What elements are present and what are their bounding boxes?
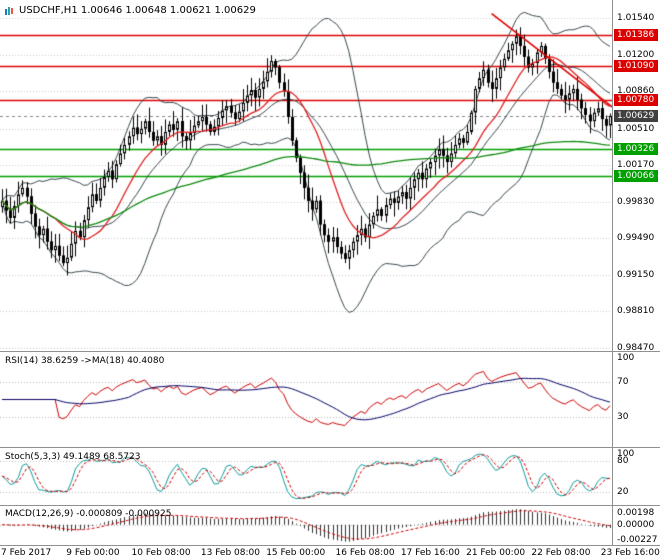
macd-panel-canvas[interactable] <box>0 507 612 545</box>
price-chart-canvas[interactable] <box>0 0 612 350</box>
panel-divider[interactable] <box>0 447 660 448</box>
time-axis-label: 21 Feb 00:00 <box>466 548 526 558</box>
time-axis-label: 17 Feb 16:00 <box>400 548 460 558</box>
rsi-scale-label: 30 <box>617 412 629 423</box>
time-axis-label: 9 Feb 00:00 <box>66 548 120 558</box>
support-price-badge: 1.00326 <box>614 142 658 155</box>
rsi-scale-label: 70 <box>617 376 629 387</box>
stochastic-panel-canvas[interactable] <box>0 449 612 504</box>
time-axis-label: 16 Feb 08:00 <box>335 548 395 558</box>
time-axis-label: 7 Feb 2017 <box>1 548 52 558</box>
time-scale[interactable]: 7 Feb 2017 9 Feb 00:00 10 Feb 08:00 13 Feb … <box>0 546 660 560</box>
panel-divider[interactable] <box>0 505 660 506</box>
price-axis-label: 1.00860 <box>617 86 655 97</box>
macd-scale-label: 0.00198 <box>617 508 655 518</box>
macd-scale-label: 0.00000 <box>617 519 655 530</box>
macd-indicator-label: MACD(12,26,9) -0.000809 -0.000925 <box>5 509 172 519</box>
price-axis-label: 1.01200 <box>617 49 655 60</box>
price-axis-label: 0.99490 <box>617 233 655 244</box>
time-axis-label: 22 Feb 08:00 <box>531 548 591 558</box>
scale-separator[interactable] <box>612 0 613 546</box>
price-axis-label: 1.00510 <box>617 123 655 134</box>
price-scale-column[interactable]: 1.01540 1.01200 1.00860 1.00510 1.00170 0.998… <box>613 0 660 546</box>
price-axis-label: 0.98470 <box>617 343 655 353</box>
price-axis-label: 1.01540 <box>617 13 655 23</box>
chart-title: USDCHF,H1 1.00646 1.00648 1.00621 1.0062… <box>5 5 256 16</box>
time-axis-label: 15 Feb 00:00 <box>266 548 326 558</box>
price-axis-label: 1.00170 <box>617 160 655 171</box>
time-axis-label: 10 Feb 08:00 <box>131 548 191 558</box>
chart-title-text: USDCHF,H1 1.00646 1.00648 1.00621 1.0062… <box>19 5 256 16</box>
stoch-scale-label: 80 <box>617 456 629 467</box>
panel-divider <box>0 545 660 546</box>
price-axis-label: 0.99830 <box>617 196 655 207</box>
rsi-scale-label: 100 <box>617 353 635 363</box>
time-axis-label: 13 Feb 08:00 <box>200 548 260 558</box>
price-axis-label: 0.98810 <box>617 306 655 317</box>
time-axis-label: 23 Feb 16:00 <box>600 548 660 558</box>
price-axis-label: 0.99150 <box>617 269 655 280</box>
panel-divider[interactable] <box>0 351 660 352</box>
resistance-price-badge: 1.01386 <box>614 28 658 41</box>
support-price-badge: 1.00066 <box>614 170 658 183</box>
candlestick-chart-icon <box>5 6 13 15</box>
macd-scale-label: -0.00227 <box>617 535 658 545</box>
resistance-price-badge: 1.00780 <box>614 93 658 106</box>
current-price-badge: 1.00629 <box>614 109 658 122</box>
rsi-panel-canvas[interactable] <box>0 353 612 446</box>
stoch-scale-label: 20 <box>617 486 629 497</box>
stoch-scale-label: 100 <box>617 449 635 459</box>
rsi-indicator-label: RSI(14) 38.6259 ->MA(18) 40.4080 <box>5 356 165 366</box>
resistance-price-badge: 1.01090 <box>614 60 658 73</box>
stoch-indicator-label: Stoch(5,3,3) 49.1489 68.5723 <box>5 452 141 462</box>
